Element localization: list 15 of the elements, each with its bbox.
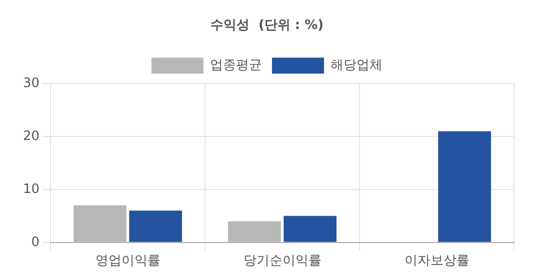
y-tick-label: 20 [22,128,40,144]
bar [228,221,281,242]
bar [284,216,336,242]
x-tick-label: 이자보상률 [404,254,470,269]
y-tick-label: 10 [22,182,40,197]
legend-label: 업종평균 [210,58,262,73]
legend-label: 해당업체 [330,58,382,73]
y-tick-label: 30 [22,76,40,91]
x-tick-label: 영업이익률 [95,254,160,269]
y-tick-label: 0 [31,234,40,250]
bar [438,131,491,242]
bar [129,210,182,242]
bar [74,205,126,242]
chart-title: 수익성 (단위 : %) [210,18,324,34]
x-tick-label: 당기순이익률 [243,254,322,269]
